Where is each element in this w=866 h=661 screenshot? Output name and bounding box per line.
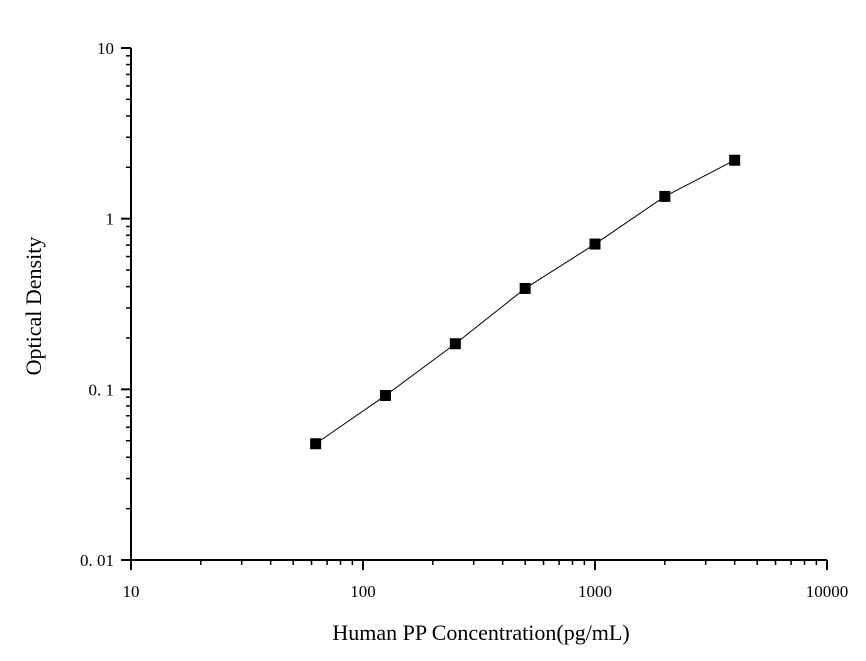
data-point bbox=[589, 238, 601, 250]
data-point bbox=[659, 190, 671, 202]
data-point bbox=[519, 282, 531, 294]
y-tick-label: 10 bbox=[97, 39, 114, 58]
y-tick-label: 0. 01 bbox=[80, 551, 114, 570]
y-axis-label: Optical Density bbox=[21, 237, 46, 376]
series-line bbox=[315, 159, 735, 445]
y-tick-label: 0. 1 bbox=[89, 380, 115, 399]
data-series bbox=[310, 154, 741, 450]
x-tick-label: 10 bbox=[123, 582, 140, 601]
x-axis-tick-labels: 10 100 1000 10000 bbox=[123, 582, 849, 601]
y-axis-tick-labels: 0. 01 0. 1 1 10 bbox=[80, 39, 114, 570]
x-axis-label: Human PP Concentration(pg/mL) bbox=[332, 620, 629, 645]
data-point bbox=[310, 438, 322, 450]
y-axis-ticks bbox=[121, 47, 131, 561]
data-point bbox=[379, 390, 391, 402]
x-tick-label: 100 bbox=[350, 582, 376, 601]
data-point bbox=[729, 154, 741, 166]
x-tick-label: 10000 bbox=[806, 582, 849, 601]
data-point bbox=[449, 338, 461, 350]
axes bbox=[130, 48, 827, 561]
y-tick-label: 1 bbox=[106, 210, 115, 229]
x-tick-label: 1000 bbox=[578, 582, 612, 601]
x-axis-ticks bbox=[130, 560, 828, 570]
